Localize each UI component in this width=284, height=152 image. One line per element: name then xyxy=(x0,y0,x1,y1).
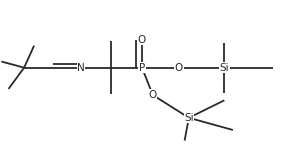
Text: O: O xyxy=(175,63,183,73)
Text: Si: Si xyxy=(184,113,194,123)
Text: O: O xyxy=(138,35,146,45)
Text: N: N xyxy=(77,63,85,73)
Text: O: O xyxy=(149,90,157,100)
Text: P: P xyxy=(139,63,145,73)
Text: Si: Si xyxy=(220,63,229,73)
